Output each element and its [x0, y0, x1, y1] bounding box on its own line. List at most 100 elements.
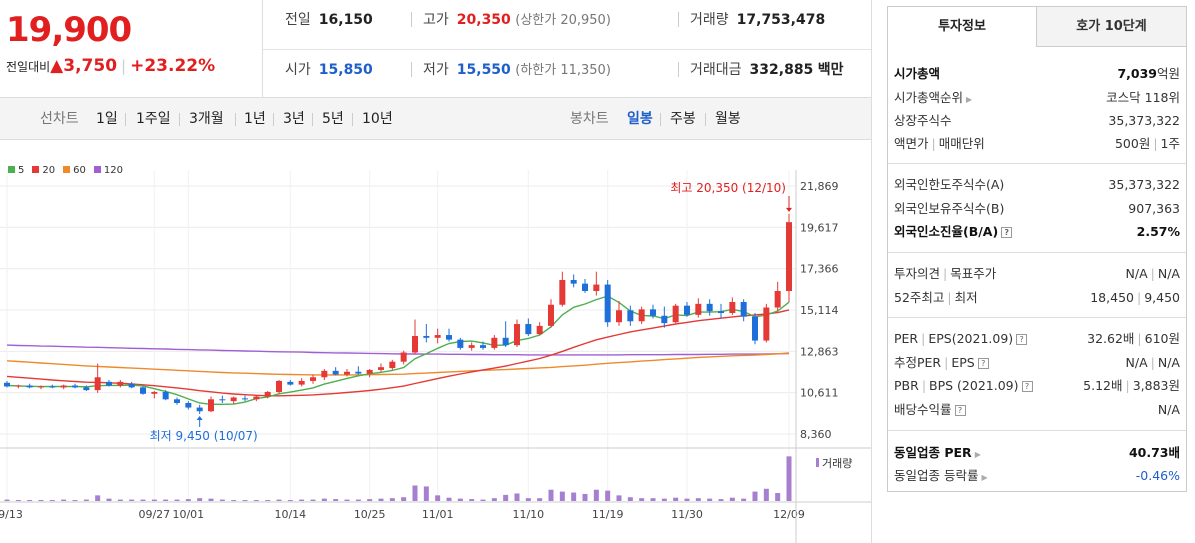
volume-bar	[321, 498, 327, 501]
volume-bar	[208, 498, 214, 501]
volume-bar	[401, 497, 407, 501]
tab-monthly[interactable]: 월봉	[715, 111, 741, 127]
candle-body	[72, 385, 78, 388]
triangle-right-icon: ▶	[966, 95, 973, 104]
volume-bar	[276, 499, 282, 501]
tab-daily[interactable]: 일봉	[627, 111, 653, 127]
volume-bar	[106, 498, 112, 501]
tab-weekly[interactable]: 주봉	[670, 111, 696, 127]
tab-3years[interactable]: 3년	[283, 111, 305, 127]
candle-body	[525, 324, 532, 335]
volume-legend-swatch	[816, 458, 819, 467]
candle-body	[502, 337, 509, 346]
dividend-label: 배당수익률	[894, 402, 952, 417]
per-value: 32.62배	[1087, 331, 1135, 346]
volume-bar	[627, 497, 633, 501]
ma-legend-item: 60	[63, 165, 86, 176]
info-tabs: 투자정보 호가 10단계	[888, 7, 1186, 47]
candle-body	[468, 345, 475, 348]
volume-bar	[684, 498, 690, 501]
cap-rank-label[interactable]: 시가총액순위	[894, 90, 964, 105]
tab-1week[interactable]: 1주일	[136, 111, 171, 127]
candle-body	[162, 391, 169, 400]
volume-bar	[435, 495, 441, 501]
tab-1year[interactable]: 1년	[244, 111, 266, 127]
candle-body	[49, 386, 56, 388]
open-label: 시가	[285, 62, 311, 78]
ma120-line	[6, 344, 790, 356]
summary-row-2: 시가 15,850 저가 15,550 (하한가 11,350) 거래대금 332,8…	[263, 49, 872, 98]
prev-close-label: 전일	[285, 12, 311, 28]
high-value: 20,350	[456, 12, 511, 28]
help-icon[interactable]: ?	[1021, 381, 1033, 392]
candle-body	[570, 279, 577, 284]
tab-10years[interactable]: 10년	[362, 111, 393, 127]
stock-chart: 5 20 60 120 21,869 19,617 17,366 15,114 12,863 1…	[0, 140, 871, 543]
x-tick-label: 11/10	[512, 508, 544, 521]
trade-unit-value: 1주	[1160, 136, 1180, 151]
volume-bar	[197, 498, 203, 501]
ma-legend-item: 120	[93, 165, 123, 176]
candle-body	[276, 380, 282, 392]
week52-low-label: 최저	[954, 290, 978, 305]
shares-value: 35,373,322	[1108, 113, 1180, 128]
candle-body	[321, 370, 328, 378]
ma20-line	[6, 309, 790, 397]
target-value: N/A	[1157, 266, 1180, 281]
candle-body	[174, 399, 180, 403]
volume-bar	[265, 500, 271, 502]
volume-bar	[367, 499, 373, 501]
industry-rate-label[interactable]: 동일업종 등락률	[894, 468, 979, 483]
legend-swatch	[63, 166, 71, 173]
tab-investment-info[interactable]: 투자정보	[888, 7, 1037, 47]
volume-bar	[49, 500, 55, 502]
help-icon[interactable]: ?	[954, 405, 966, 416]
candle-body	[559, 279, 566, 305]
ma-legend-item: 20	[32, 165, 55, 176]
pbr-row: PBR | BPS (2021.09)? 5.12배 | 3,883원	[894, 378, 1180, 393]
candle-body	[434, 335, 441, 338]
high-annotation: 최고 20,350 (12/10)	[670, 181, 786, 195]
volume-bar	[27, 500, 33, 502]
candle-body	[446, 335, 452, 340]
volume-bar	[639, 498, 645, 501]
low-price: 저가 15,550 (하한가 11,350)	[411, 50, 611, 99]
volume-bar	[83, 499, 89, 501]
volume-bar	[446, 497, 452, 501]
volume-bar	[389, 498, 395, 501]
volume-bar	[333, 499, 339, 501]
volume-bar	[775, 493, 781, 501]
shares-label: 상장주식수	[894, 113, 952, 128]
x-tick-label: 10/14	[274, 508, 306, 521]
low-value: 15,550	[456, 62, 511, 78]
candle-body	[616, 310, 622, 323]
tab-order-book[interactable]: 호가 10단계	[1037, 7, 1186, 47]
candle-body	[264, 391, 271, 397]
candle-body	[638, 309, 645, 322]
candle-body	[140, 387, 146, 394]
candle-body	[740, 302, 747, 317]
tab-5years[interactable]: 5년	[322, 111, 344, 127]
volume-bar	[673, 497, 679, 501]
tab-3months[interactable]: 3개월	[189, 111, 224, 127]
help-icon[interactable]: ?	[1016, 334, 1028, 345]
x-tick-label: 10/01	[172, 508, 204, 521]
volume-bar	[378, 498, 384, 501]
industry-per-label[interactable]: 동일업종 PER	[894, 445, 972, 460]
volume-bar	[571, 492, 577, 501]
tab-1day[interactable]: 1일	[96, 111, 118, 127]
volume-bar	[242, 500, 248, 502]
trade-amount-value: 332,885	[749, 62, 814, 78]
volume-bar	[537, 498, 543, 501]
industry-rate-value: -0.46%	[1135, 468, 1180, 483]
bps-value: 3,883원	[1132, 378, 1180, 393]
low-arrowhead-icon	[196, 415, 203, 420]
candle-body	[332, 370, 339, 375]
help-icon[interactable]: ?	[977, 358, 989, 369]
volume-bar	[287, 500, 293, 502]
ma60-line	[6, 352, 790, 376]
open-value: 15,850	[318, 62, 373, 78]
industry-rate-row: 동일업종 등락률 ▶ -0.46%	[894, 464, 1180, 488]
help-icon[interactable]: ?	[1001, 227, 1013, 238]
market-cap-row: 시가총액 7,039억원	[894, 62, 1180, 86]
